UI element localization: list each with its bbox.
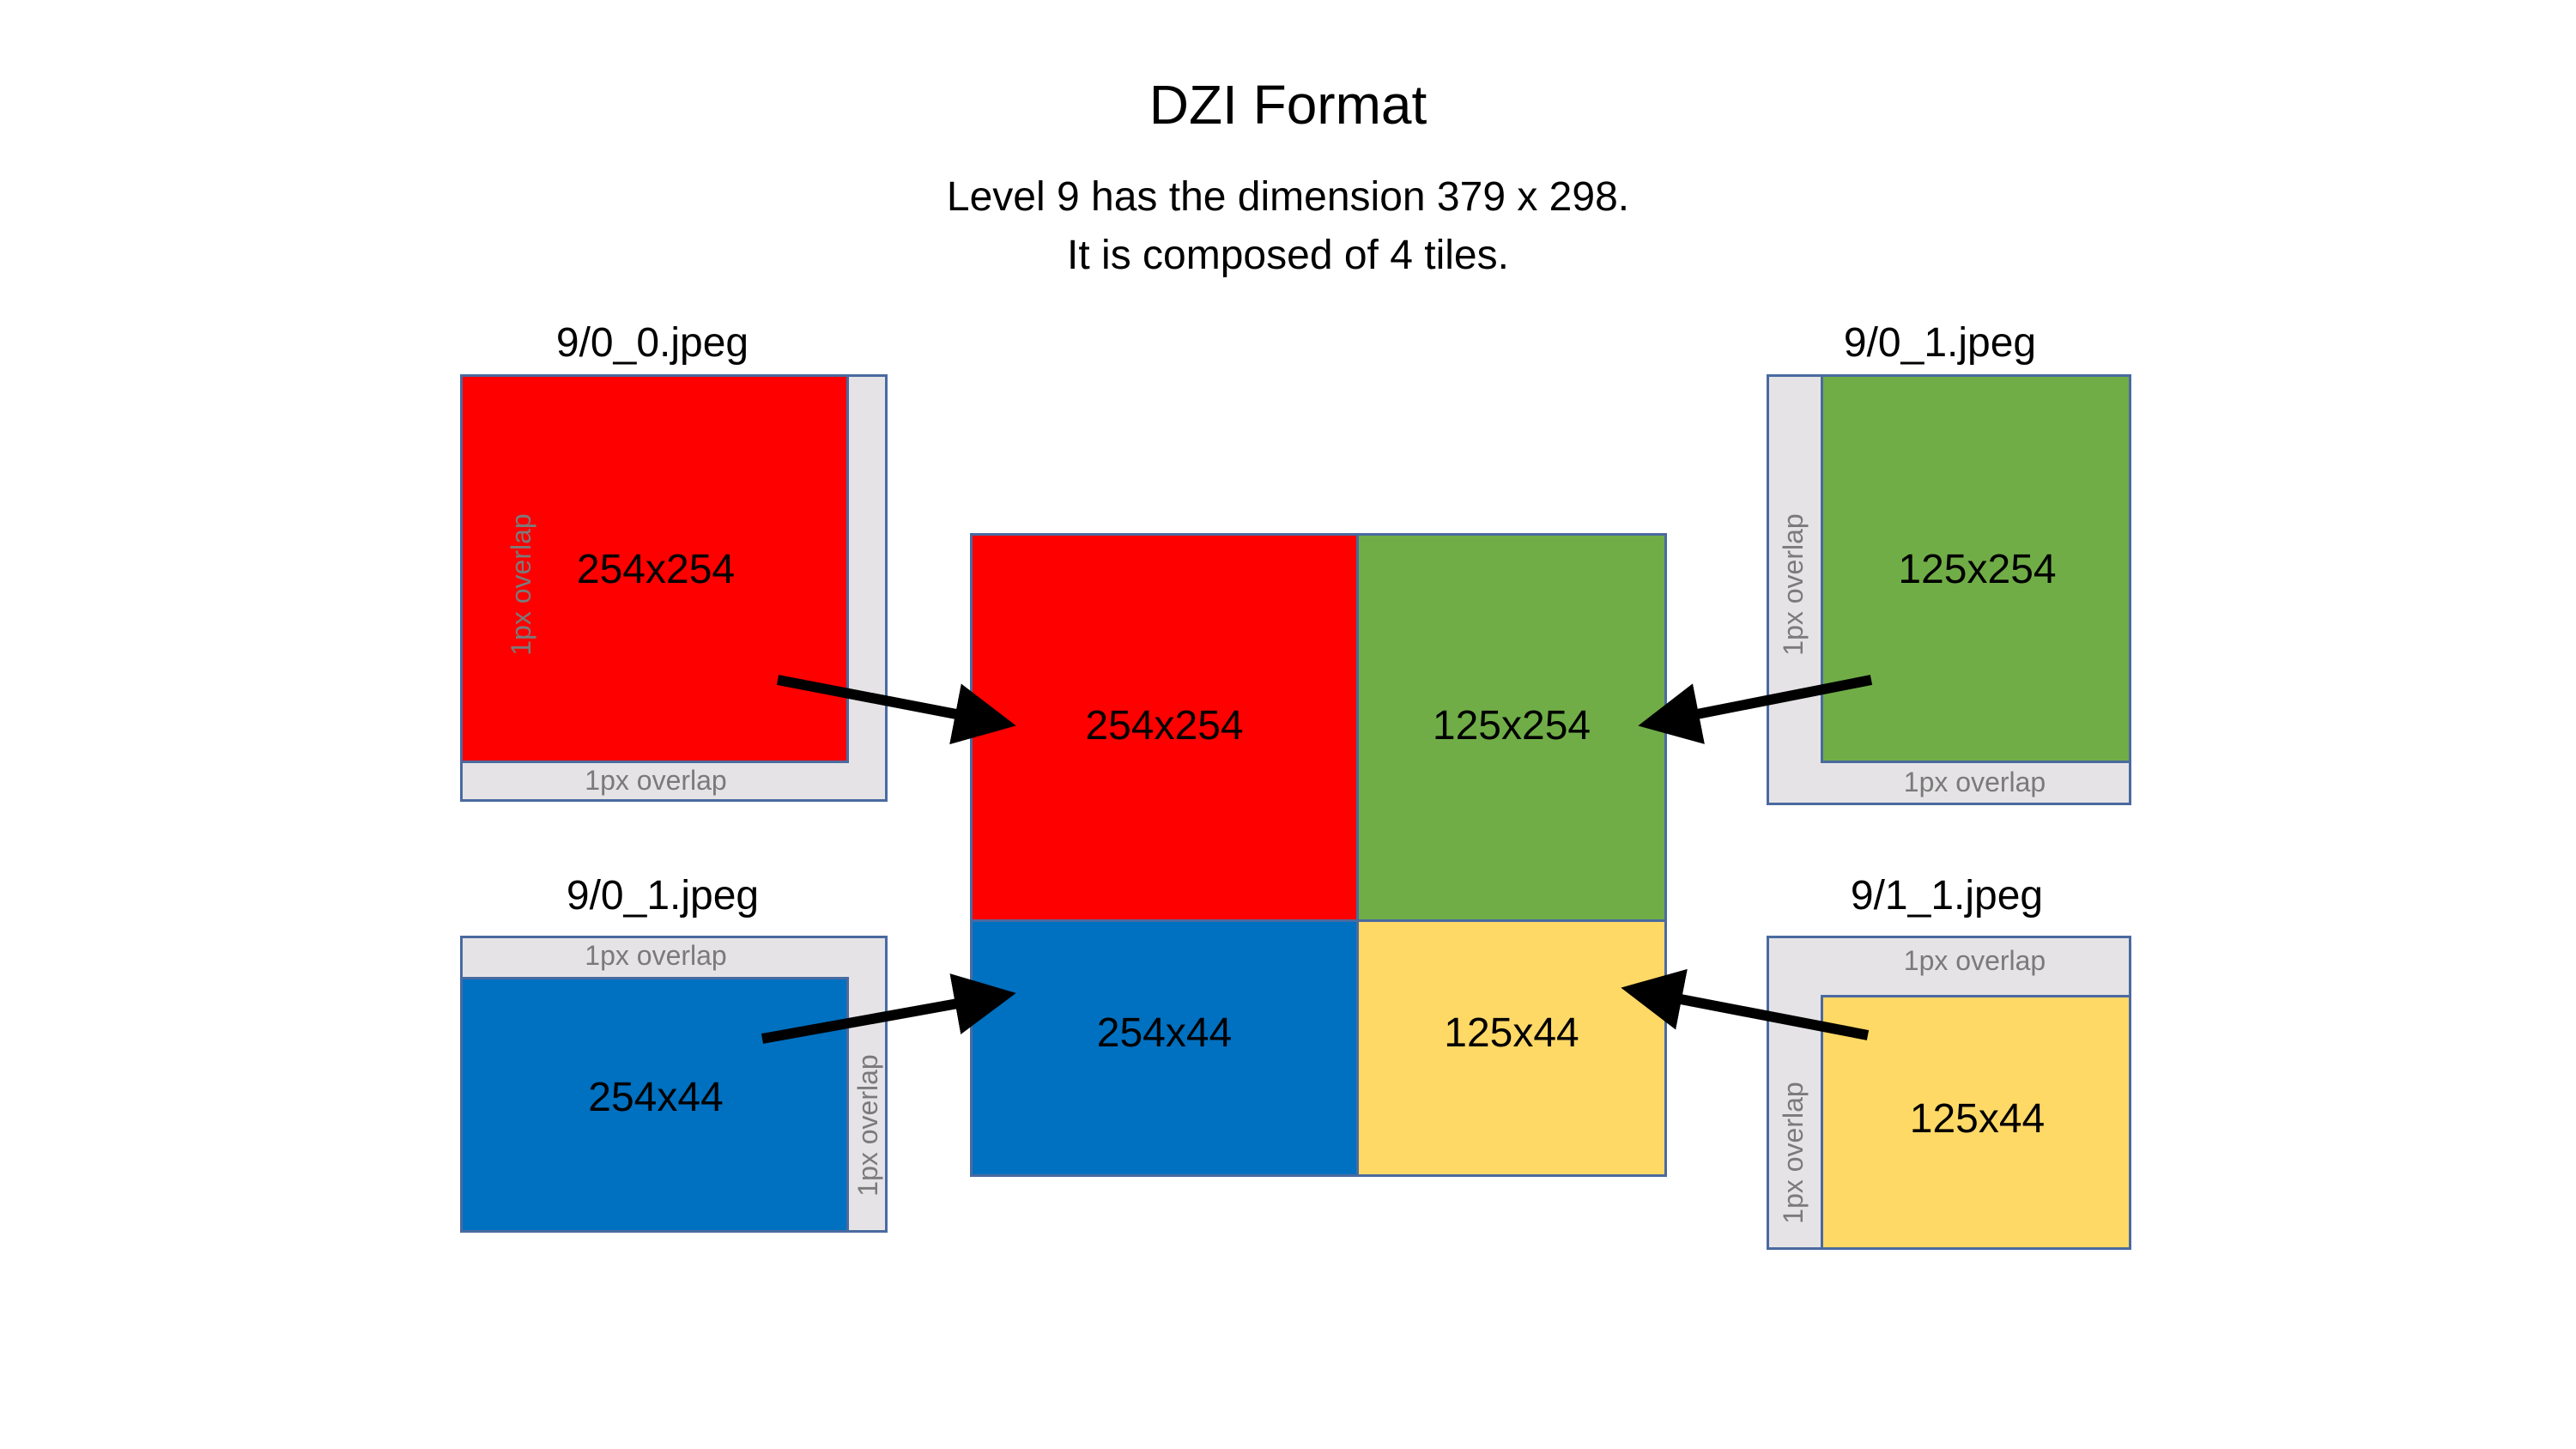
tile-top-right-filename: 9/0_1.jpeg <box>1843 320 2037 366</box>
tile-top-left-overlap-bottom: 1px overlap <box>585 765 727 796</box>
tile-bottom-right-filename: 9/1_1.jpeg <box>1850 873 2044 919</box>
tile-bottom-right-image-area: 125x44 <box>1821 995 2129 1247</box>
tile-bottom-right-overlap-left: 1px overlap <box>1778 1082 1809 1224</box>
tile-top-right: 125x254 1px overlap 1px overlap <box>1767 374 2131 805</box>
tile-bottom-right-overlap-top: 1px overlap <box>1903 945 2046 976</box>
subtitle-line-1: Level 9 has the dimension 379 x 298. <box>946 174 1630 220</box>
tile-top-left-overlap-right: 1px overlap <box>506 513 536 656</box>
tile-top-left-dimension: 254x254 <box>576 547 736 592</box>
tile-bottom-left-filename: 9/0_1.jpeg <box>566 873 760 919</box>
tile-top-left: 254x254 1px overlap 1px overlap <box>460 374 888 802</box>
tile-top-left-image-area: 254x254 <box>463 377 849 763</box>
tile-bottom-left: 254x44 1px overlap 1px overlap <box>460 936 888 1233</box>
tile-bottom-left-overlap-top: 1px overlap <box>585 940 727 971</box>
tile-bottom-right: 125x44 1px overlap 1px overlap <box>1767 936 2131 1250</box>
tile-top-right-image-area: 125x254 <box>1821 377 2129 763</box>
composite-top-right-dimension: 125x254 <box>1432 703 1591 749</box>
tile-bottom-left-overlap-right: 1px overlap <box>852 1054 883 1197</box>
tile-top-right-overlap-bottom: 1px overlap <box>1903 767 2046 797</box>
composite-bottom-left: 254x44 <box>973 922 1359 1174</box>
composite-bottom-right-dimension: 125x44 <box>1444 1010 1579 1056</box>
composite-image: 254x254 125x254 254x44 125x44 <box>970 533 1667 1177</box>
composite-bottom-left-dimension: 254x44 <box>1096 1010 1233 1056</box>
diagram-title: DZI Format <box>1149 74 1427 136</box>
subtitle-line-2: It is composed of 4 tiles. <box>1067 233 1509 278</box>
tile-top-right-dimension: 125x254 <box>1898 547 2057 592</box>
tile-top-right-overlap-left: 1px overlap <box>1778 513 1809 656</box>
tile-bottom-right-dimension: 125x44 <box>1909 1096 2046 1142</box>
composite-top-left: 254x254 <box>973 536 1359 922</box>
composite-bottom-right: 125x44 <box>1359 922 1664 1174</box>
tile-bottom-left-image-area: 254x44 <box>463 977 849 1230</box>
tile-bottom-left-dimension: 254x44 <box>588 1075 724 1120</box>
tile-top-left-filename: 9/0_0.jpeg <box>555 320 749 366</box>
composite-top-left-dimension: 254x254 <box>1085 703 1244 749</box>
composite-top-right: 125x254 <box>1359 536 1664 922</box>
